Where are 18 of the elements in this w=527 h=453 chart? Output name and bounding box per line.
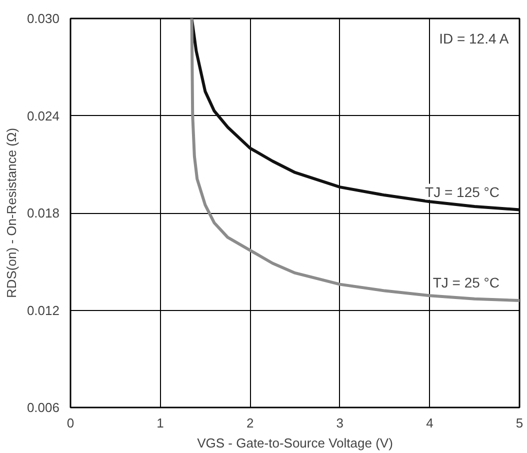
y-tick-label: 0.006	[26, 400, 60, 415]
y-axis-title: RDS(on) - On-Resistance (Ω)	[4, 128, 19, 298]
x-tick-label: 0	[66, 416, 74, 430]
x-tick-label: 3	[336, 416, 344, 430]
y-tick-label: 0.018	[26, 206, 60, 220]
series-label: TJ = 25 °C	[432, 274, 500, 291]
y-tick-label: 0.030	[26, 11, 60, 26]
x-tick-label: 2	[246, 416, 254, 430]
x-axis-title: VGS - Gate-to-Source Voltage (V)	[197, 436, 393, 450]
line-series	[190, 18, 520, 212]
y-tick-label: 0.012	[26, 302, 60, 318]
line-series	[190, 18, 520, 302]
x-tick-label: 5	[516, 416, 524, 430]
x-tick-label: 1	[156, 416, 164, 430]
x-tick-label: 4	[426, 416, 434, 430]
series-label: TJ = 125 °C	[425, 184, 500, 200]
annotation: ID = 12.4 A	[439, 30, 510, 46]
y-tick-label: 0.024	[26, 108, 60, 124]
